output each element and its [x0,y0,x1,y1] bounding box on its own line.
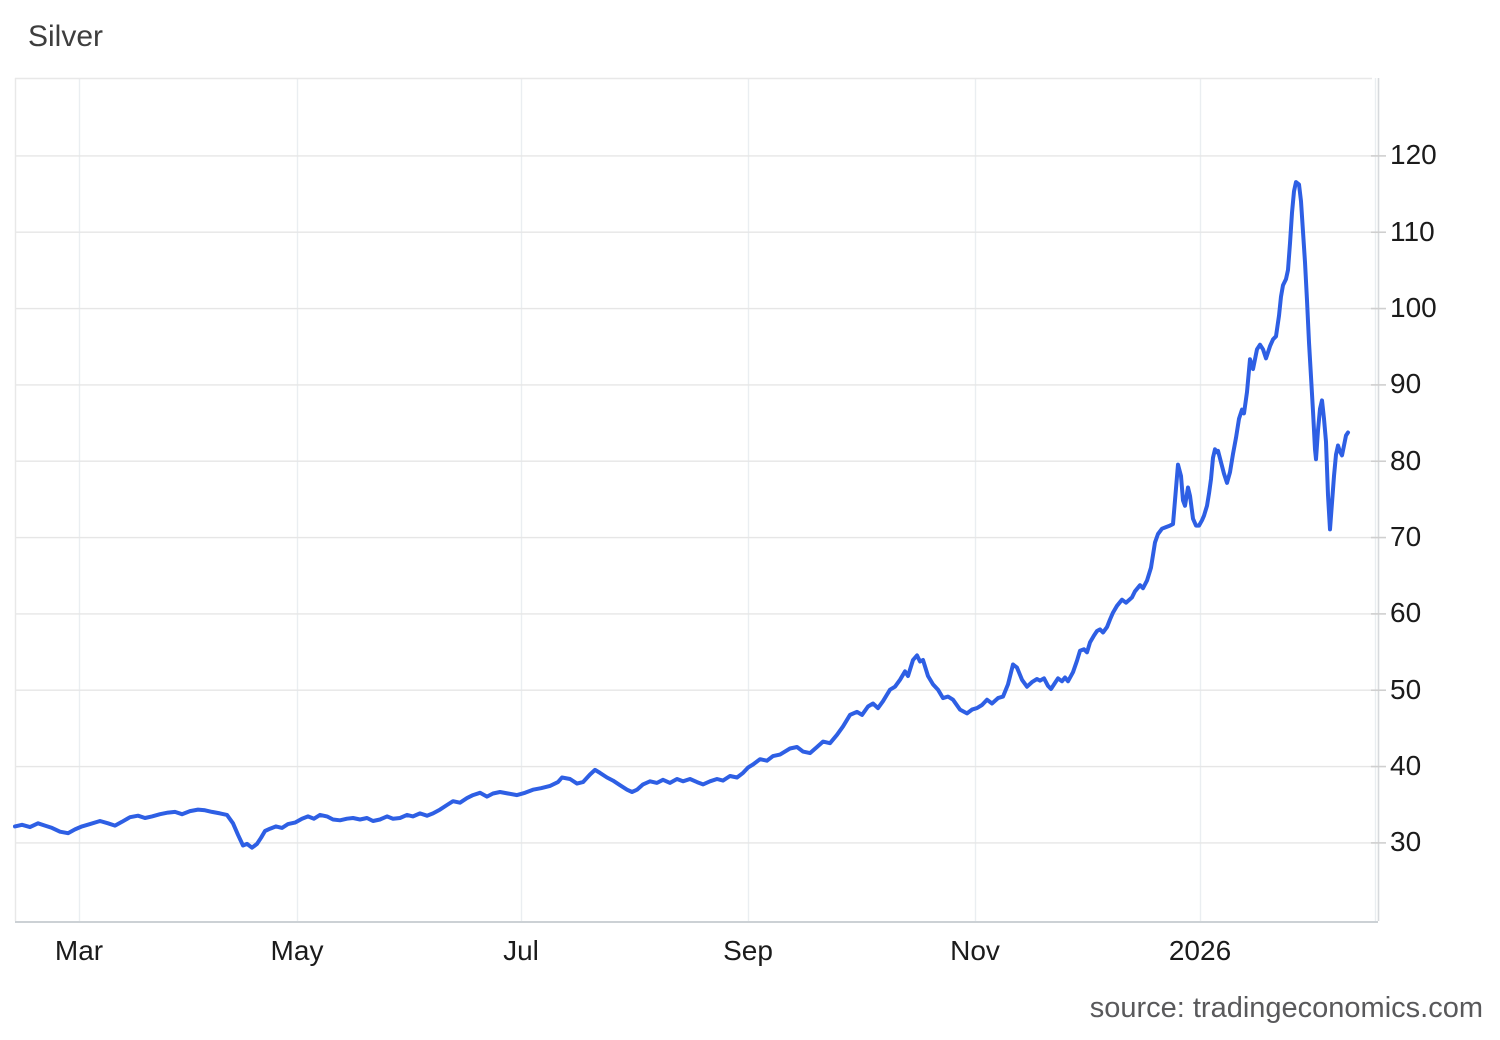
x-axis-label: Nov [950,935,1000,966]
plot-borders [14,77,1380,923]
y-axis-label: 30 [1390,826,1422,858]
x-axis-label: Sep [723,935,773,966]
y-axis-ticks [1371,155,1386,844]
x-axis-label: May [270,935,324,966]
y-axis-label: 80 [1390,444,1422,476]
x-axis-label: Jul [503,935,539,966]
y-axis-label: 60 [1390,597,1422,629]
y-axis-label: 50 [1390,673,1422,705]
y-axis-label: 120 [1390,139,1437,171]
horizontal-gridlines [15,155,1375,844]
y-axis-label: 70 [1390,521,1422,553]
y-axis-label: 100 [1390,292,1437,324]
chart-title: Silver [28,20,104,53]
y-axis-label: 40 [1390,750,1422,782]
y-axis-label: 90 [1390,368,1422,400]
x-axis-label: Mar [54,935,104,966]
vertical-gridlines [78,78,1377,921]
x-axis-label: 2026 [1168,935,1232,966]
source-credit-link[interactable]: source: tradingeconomics.com [1089,992,1483,1024]
silver-price-line [13,180,1350,850]
y-axis-label: 110 [1390,215,1435,247]
